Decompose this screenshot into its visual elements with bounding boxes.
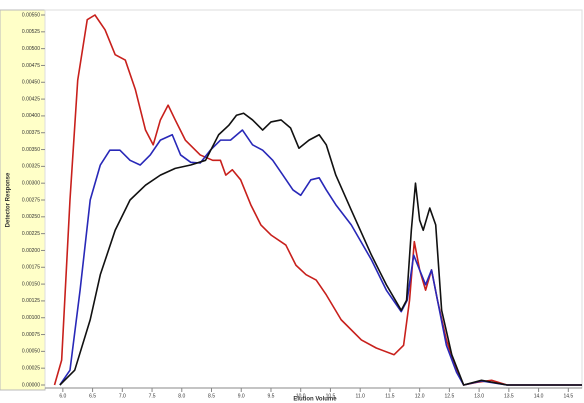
y-tick-label: 0.00500 xyxy=(22,46,40,52)
x-tick-label: 13.5 xyxy=(504,393,514,399)
x-tick-label: 12.0 xyxy=(415,393,425,399)
x-tick-label: 9.0 xyxy=(238,393,245,399)
y-tick-label: 0.00125 xyxy=(22,298,40,304)
x-tick-label: 8.5 xyxy=(208,393,215,399)
x-tick-label: 7.5 xyxy=(149,393,156,399)
y-tick-label: 0.00300 xyxy=(22,181,40,187)
x-tick-label: 6.5 xyxy=(89,393,96,399)
x-tick-label: 12.5 xyxy=(445,393,455,399)
y-axis-panel xyxy=(0,9,46,391)
x-tick-label: 10.5 xyxy=(326,393,336,399)
y-tick-label: 0.00025 xyxy=(22,366,40,372)
y-tick-label: 0.00325 xyxy=(22,164,40,170)
y-tick-label: 0.00100 xyxy=(22,315,40,321)
x-axis-title: Elution Volume xyxy=(293,397,337,403)
y-tick-label: 0.00550 xyxy=(22,12,40,18)
y-tick-label: 0.00075 xyxy=(22,332,40,338)
x-tick-label: 11.0 xyxy=(355,393,365,399)
x-tick-label: 14.5 xyxy=(563,393,573,399)
x-tick-label: 13.0 xyxy=(474,393,484,399)
y-tick-label: 0.00350 xyxy=(22,147,40,153)
y-tick-label: 0.00425 xyxy=(22,96,40,102)
y-tick-label: 0.00175 xyxy=(22,265,40,271)
x-tick-label: 9.5 xyxy=(268,393,275,399)
x-tick-label: 6.0 xyxy=(59,393,66,399)
y-tick-label: 0.00400 xyxy=(22,113,40,119)
y-tick-label: 0.00200 xyxy=(22,248,40,254)
y-tick-label: 0.00250 xyxy=(22,214,40,220)
y-tick-label: 0.00450 xyxy=(22,80,40,86)
x-tick-label: 8.0 xyxy=(178,393,185,399)
line-series xyxy=(59,129,582,386)
line-series xyxy=(59,112,582,386)
y-tick-label: 0.00225 xyxy=(22,231,40,237)
y-tick-label: 0.00050 xyxy=(22,349,40,355)
y-axis-title: Detector Response xyxy=(6,172,12,227)
x-tick-label: 10.0 xyxy=(296,393,306,399)
y-tick-label: 0.00150 xyxy=(22,281,40,287)
y-tick-label: 0.00000 xyxy=(22,382,40,388)
y-tick-label: 0.00375 xyxy=(22,130,40,136)
y-tick-label: 0.00525 xyxy=(22,29,40,35)
plot-area xyxy=(44,9,583,389)
x-tick-label: 7.0 xyxy=(119,393,126,399)
y-tick-label: 0.00475 xyxy=(22,63,40,69)
line-series xyxy=(53,14,582,386)
x-tick-label: 11.5 xyxy=(385,393,395,399)
x-tick-label: 14.0 xyxy=(534,393,544,399)
y-tick-label: 0.00275 xyxy=(22,197,40,203)
